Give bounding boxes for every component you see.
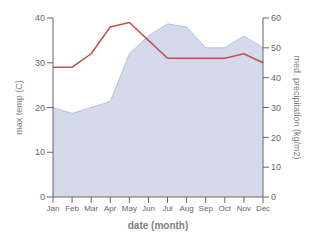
svg-text:Aug: Aug <box>180 204 194 213</box>
svg-text:50: 50 <box>271 43 281 53</box>
svg-text:Sep: Sep <box>199 204 214 213</box>
svg-text:Jun: Jun <box>142 204 155 213</box>
svg-text:30: 30 <box>35 58 45 68</box>
svg-text:max temp (C): max temp (C) <box>14 80 24 135</box>
svg-text:date (month): date (month) <box>128 220 189 231</box>
svg-text:med. precipitation (kg/m2): med. precipitation (kg/m2) <box>292 55 302 159</box>
svg-text:20: 20 <box>271 133 281 143</box>
svg-text:Jan: Jan <box>47 204 60 213</box>
svg-text:40: 40 <box>35 13 45 23</box>
svg-text:Oct: Oct <box>219 204 232 213</box>
svg-text:40: 40 <box>271 73 281 83</box>
svg-text:Apr: Apr <box>104 204 117 213</box>
svg-text:30: 30 <box>271 103 281 113</box>
svg-text:Dec: Dec <box>256 204 270 213</box>
svg-text:Jul: Jul <box>162 204 172 213</box>
svg-text:60: 60 <box>271 13 281 23</box>
svg-text:Feb: Feb <box>65 204 79 213</box>
svg-text:10: 10 <box>35 147 45 157</box>
svg-text:0: 0 <box>271 192 276 202</box>
svg-text:Mar: Mar <box>84 204 98 213</box>
svg-text:May: May <box>122 204 137 213</box>
svg-text:0: 0 <box>40 192 45 202</box>
svg-text:10: 10 <box>271 162 281 172</box>
svg-text:Nov: Nov <box>237 204 251 213</box>
svg-text:20: 20 <box>35 103 45 113</box>
